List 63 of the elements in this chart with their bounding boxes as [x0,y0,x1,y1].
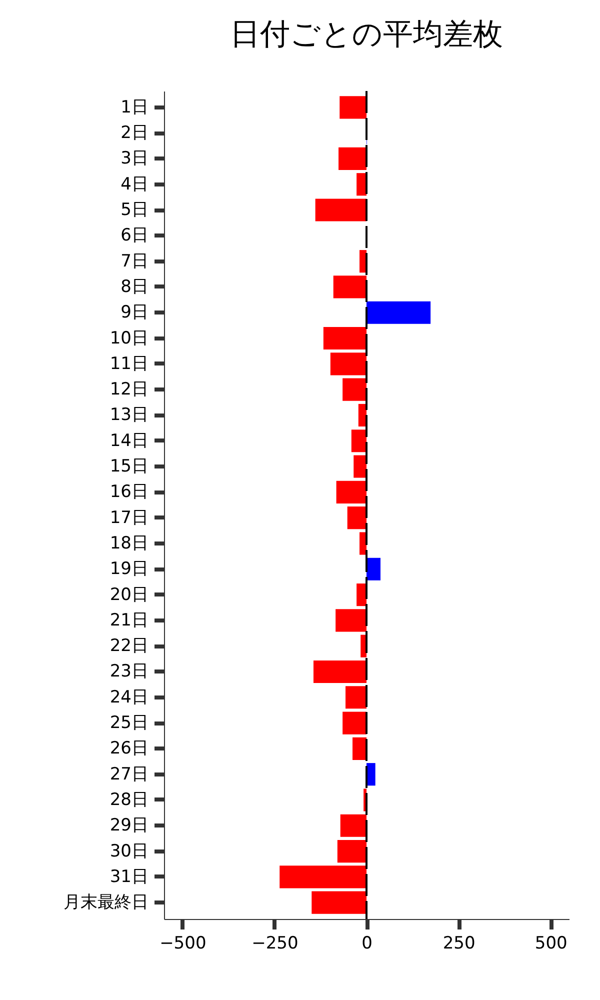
y-tick-label: 月末最終日 [64,892,148,913]
bar [323,326,366,350]
y-tick-label: 31日 [110,866,148,887]
y-tick-label: 10日 [110,328,148,348]
y-tick-label: 30日 [110,841,148,862]
y-tick-label: 16日 [110,482,148,502]
y-tick-label: 14日 [110,430,148,451]
bar [342,712,366,734]
bar [352,737,366,760]
x-tick-label: −250 [252,934,298,954]
y-tick-label: 28日 [110,790,148,810]
bar [354,455,366,478]
y-tick-label: 23日 [110,662,148,682]
y-tick-label: 20日 [110,584,148,605]
y-tick-label: 18日 [110,533,148,554]
bar [356,583,366,606]
bar [366,301,431,324]
y-tick-label: 11日 [110,354,148,374]
x-tick-label: 250 [442,934,476,954]
x-tick-label: 500 [534,934,568,954]
x-tick-label: 0 [362,934,372,954]
y-tick-label: 26日 [110,738,148,759]
bar [366,558,380,580]
y-tick-label: 29日 [110,816,148,836]
y-tick-label: 13日 [110,405,148,426]
y-tick-label: 12日 [110,380,148,400]
y-tick-label: 21日 [110,610,148,630]
bar [338,147,366,170]
y-tick-label: 27日 [110,764,148,784]
y-tick-label: 22日 [110,636,148,656]
y-tick-label: 4日 [120,174,148,194]
x-tick-label: −500 [160,934,206,954]
bar [330,352,366,376]
bar [336,609,366,632]
bar [333,276,366,298]
bar [315,198,366,222]
y-tick-label: 5日 [120,200,148,220]
bar [336,480,366,504]
bar [280,866,366,888]
bar [347,506,366,530]
bar [351,430,366,452]
bar [346,686,366,709]
bar [356,173,366,196]
y-tick-label: 24日 [110,687,148,708]
y-tick-label: 15日 [110,456,148,477]
y-tick-label: 6日 [120,226,148,246]
y-tick-label: 8日 [120,276,148,297]
y-tick-label: 25日 [110,713,148,734]
y-tick-label: 2日 [120,123,148,144]
bar [340,814,366,837]
y-tick-label: 1日 [120,97,148,118]
y-tick-label: 9日 [120,302,148,323]
bar [337,840,366,863]
y-tick-label: 3日 [120,148,148,169]
y-tick-label: 19日 [110,559,148,580]
bar [342,378,366,401]
bar [312,891,366,914]
y-tick-label: 17日 [110,508,148,528]
y-tick-label: 7日 [120,251,148,272]
chart-title: 日付ごとの平均差枚 [230,17,503,52]
bar [366,763,376,786]
bar [340,96,366,119]
bar [313,660,366,684]
